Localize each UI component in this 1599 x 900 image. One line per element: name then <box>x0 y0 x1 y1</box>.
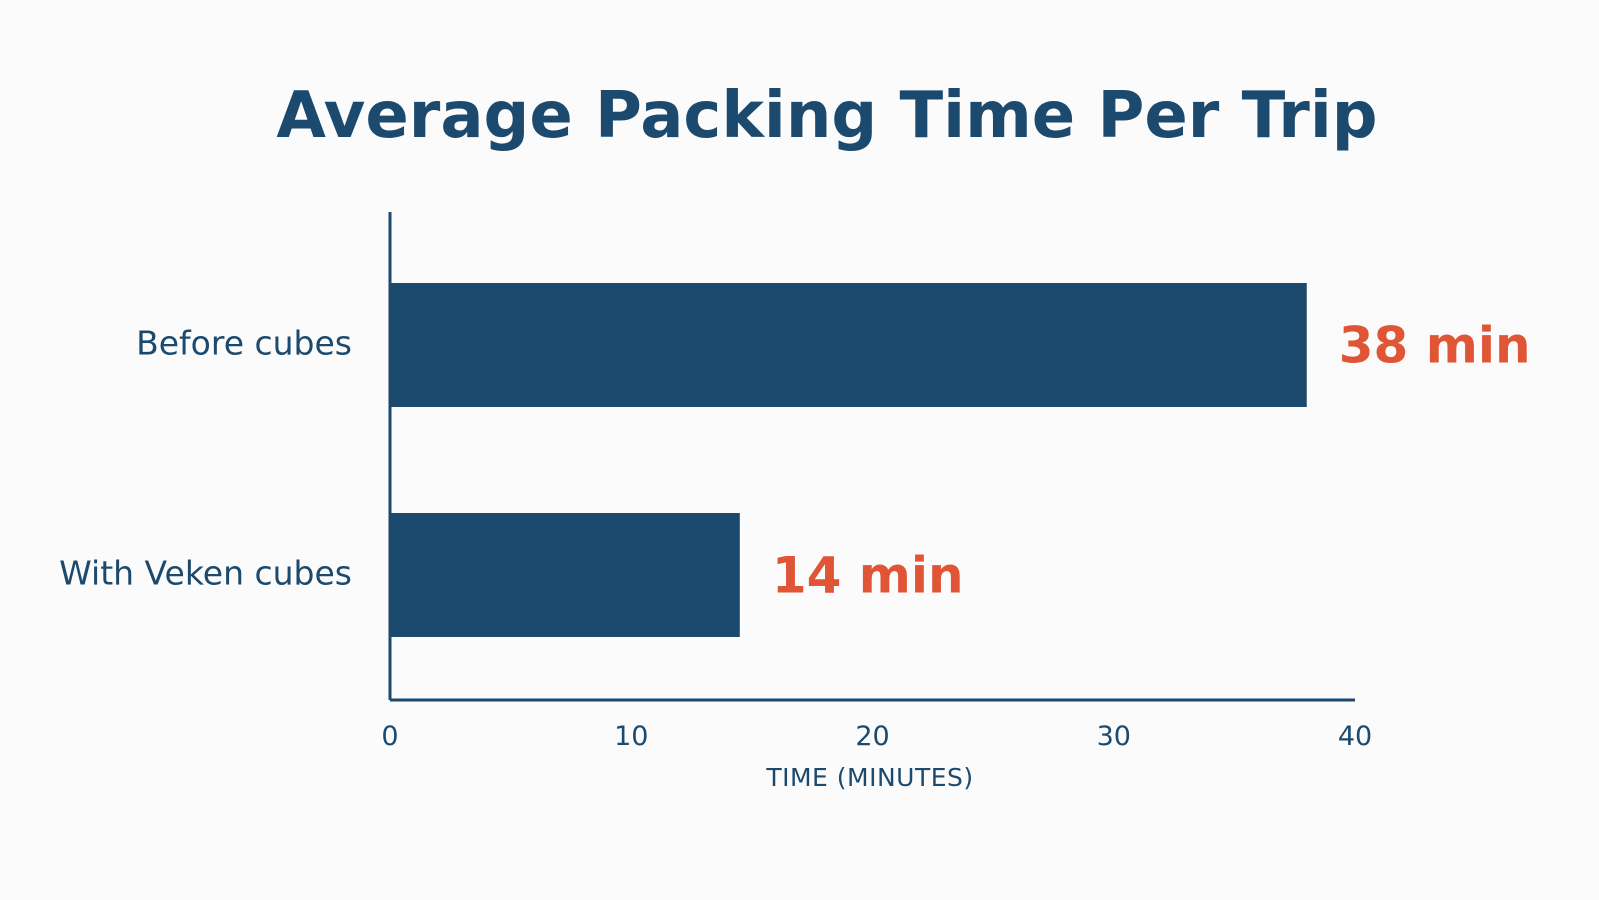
x-tick-label: 30 <box>1097 721 1131 752</box>
labels-layer: Before cubes 38 min With Veken cubes 14 min <box>59 317 1530 605</box>
bars-layer <box>390 283 1307 637</box>
x-tick-label: 40 <box>1338 721 1372 752</box>
x-axis-title: TIME (MINUTES) <box>765 763 973 792</box>
x-tick-label: 10 <box>614 721 648 752</box>
x-tick-label: 0 <box>381 721 398 752</box>
category-label-before-cubes: Before cubes <box>136 324 352 363</box>
bar-with-veken-cubes <box>390 513 740 637</box>
chart-title: Average Packing Time Per Trip <box>276 79 1377 153</box>
category-label-with-veken-cubes: With Veken cubes <box>59 554 352 593</box>
value-label-before-cubes: 38 min <box>1339 317 1531 375</box>
value-label-with-veken-cubes: 14 min <box>772 547 964 605</box>
ticks-layer: 0 10 20 30 40 <box>381 721 1372 752</box>
x-tick-label: 20 <box>855 721 889 752</box>
bar-before-cubes <box>390 283 1307 407</box>
